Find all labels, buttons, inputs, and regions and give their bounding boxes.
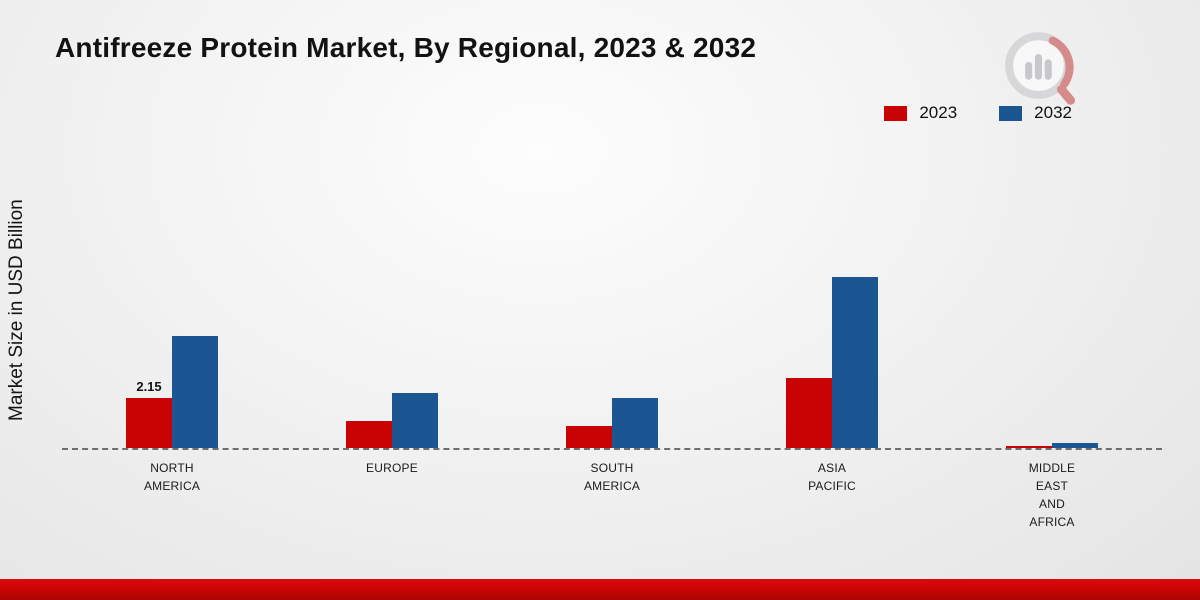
- plot-wrap: 2.15 NORTH AMERICA EUROPE SOUTH AMERICA ASIA P…: [62, 170, 1162, 531]
- bar-2023-north-america: 2.15: [126, 379, 172, 448]
- bar-group-south-america: [502, 170, 722, 448]
- bar-2032-asia-pacific: [832, 277, 878, 448]
- bar-2023-south-america: [566, 426, 612, 448]
- legend: 2023 2032: [884, 103, 1072, 123]
- bar-2032-north-america: [172, 336, 218, 448]
- bar-2032-middle-east-and-africa: [1052, 443, 1098, 448]
- chart-title: Antifreeze Protein Market, By Regional, …: [55, 32, 757, 63]
- bar-group-europe: [282, 170, 502, 448]
- legend-label-2032: 2032: [1034, 103, 1072, 122]
- bar-2032-south-america: [612, 398, 658, 448]
- legend-label-2023: 2023: [919, 103, 958, 122]
- bar-2032-europe: [392, 393, 438, 448]
- bar-group-middle-east-and-africa: [942, 170, 1162, 448]
- x-axis-label-north-america: NORTH AMERICA: [143, 461, 201, 493]
- legend-swatch-2032-icon: [999, 105, 1023, 121]
- bar-2023-europe: [346, 421, 392, 448]
- footer-red-stripe: [0, 579, 1200, 600]
- market-research-logo-icon: [1005, 32, 1076, 105]
- plot-area: 2.15: [62, 170, 1162, 450]
- legend-item-2032: 2032: [999, 103, 1072, 123]
- x-axis-label-middle-east-and-africa: MIDDLE EAST AND AFRICA: [1028, 461, 1076, 529]
- bar-group-asia-pacific: [722, 170, 942, 448]
- x-axis-labels: NORTH AMERICA EUROPE SOUTH AMERICA ASIA PACIFI…: [62, 459, 1162, 531]
- legend-swatch-2023-icon: [884, 105, 908, 121]
- bar-group-north-america: 2.15: [62, 170, 282, 448]
- bar-2023-asia-pacific: [786, 378, 832, 448]
- bar-value-label-north-america: 2.15: [136, 379, 162, 394]
- legend-item-2023: 2023: [884, 103, 957, 123]
- x-axis-label-south-america: SOUTH AMERICA: [583, 461, 641, 493]
- bar-2023-middle-east-and-africa: [1006, 446, 1052, 448]
- x-axis-label-europe: EUROPE: [366, 461, 418, 475]
- x-axis-label-asia-pacific: ASIA PACIFIC: [808, 461, 856, 493]
- y-axis-label: Market Size in USD Billion: [6, 199, 27, 421]
